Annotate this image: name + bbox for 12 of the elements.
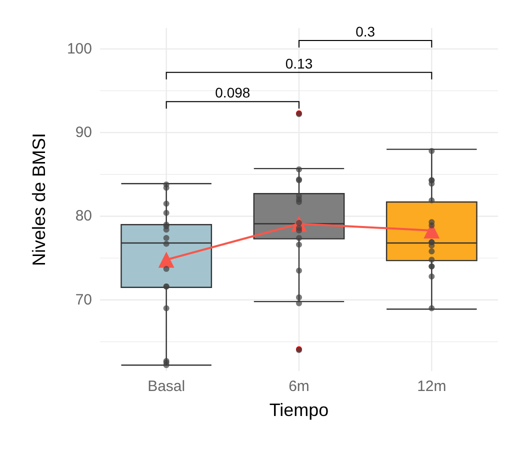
x-tick-label: Basal bbox=[148, 378, 186, 395]
annotation: 0.3 bbox=[356, 24, 376, 40]
y-tick-label: 70 bbox=[75, 291, 92, 308]
y-tick-label: 80 bbox=[75, 208, 92, 225]
y-axis-title: Niveles de BMSI bbox=[29, 132, 49, 266]
annotation: 0.098 bbox=[215, 84, 250, 101]
x-tick-label: 12m bbox=[417, 378, 446, 395]
annotation: 0.13 bbox=[285, 55, 313, 72]
x-axis-title: Tiempo bbox=[269, 400, 329, 420]
y-tick-label: 90 bbox=[75, 124, 92, 142]
x-tick-label: 6m bbox=[288, 378, 310, 395]
y-tick-label: 100 bbox=[66, 40, 92, 58]
